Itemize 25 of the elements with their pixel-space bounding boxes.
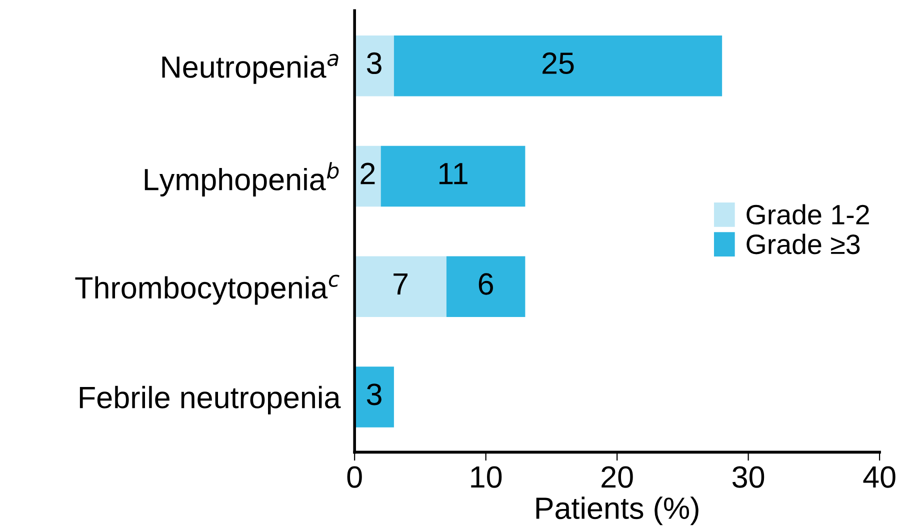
- y-tick-label: Neutropenia$^{a}$: [162, 54, 338, 84]
- bar: [446, 256, 526, 317]
- y-tick-label: Lymphopenia$^{b}$: [144, 162, 339, 196]
- data-label: 3: [366, 52, 382, 74]
- data-label: 11: [439, 163, 468, 184]
- x-axis-title: Patients (%): [536, 496, 698, 526]
- x-tick-label: 40: [863, 466, 896, 488]
- data-label: 2: [360, 162, 375, 184]
- x-tick-label: 10: [471, 466, 502, 488]
- bar: [354, 35, 394, 96]
- bar: [380, 146, 526, 207]
- x-tick-label: 30: [732, 466, 764, 488]
- data-label: 3: [366, 384, 382, 406]
- x-tick-label: 0: [347, 466, 362, 488]
- bar: [394, 35, 722, 96]
- data-label: 25: [542, 52, 574, 74]
- y-tick-label: Febrile neutropenia: [80, 386, 341, 414]
- legend-label: Grade ≥3: [746, 234, 860, 254]
- legend-label: Grade 1-2: [746, 204, 869, 225]
- bar: [354, 366, 394, 428]
- x-tick-label: 20: [602, 466, 633, 488]
- data-label: 6: [478, 273, 493, 295]
- y-tick-label: Thrombocytopenia$^{c}$: [75, 274, 340, 305]
- bar: [354, 256, 446, 317]
- data-label: 7: [394, 273, 408, 295]
